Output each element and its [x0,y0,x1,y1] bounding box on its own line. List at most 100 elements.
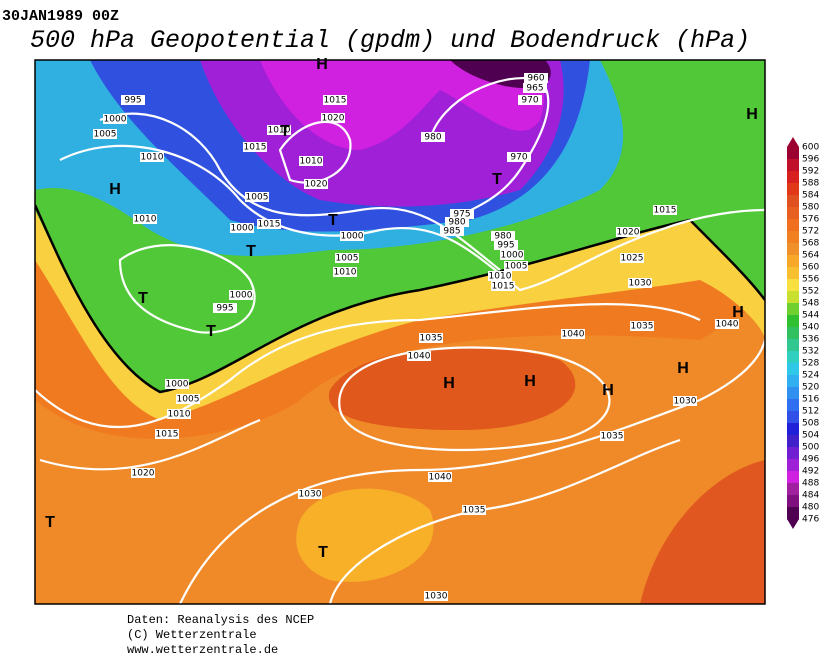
isobar-label-bg [616,227,640,237]
isobar-label-bg [176,394,200,404]
colorbar-label: 540 [802,323,819,333]
colorbar-label: 600 [802,143,819,153]
isobar-label: 1020 [305,180,328,190]
colorbar-label: 508 [802,419,819,429]
isobar [118,244,256,334]
colorbar-label: 480 [802,503,819,513]
isobar-label-bg [450,209,474,219]
isobar-label-bg [419,333,443,343]
colorbar-label: 560 [802,263,819,273]
isobar-label: 1015 [492,282,515,292]
colorbar-box [787,159,799,172]
isobar-label: 1030 [425,592,448,602]
isobar-label: 1040 [429,473,452,483]
isobar-label-bg [421,132,445,142]
isobar-label: 1000 [166,380,189,390]
isobar-label: 1005 [94,130,117,140]
colorbar-box [787,303,799,316]
isobar [39,418,261,471]
pressure-center: H [316,56,328,73]
colorbar-box [787,483,799,496]
isobar-label-bg [93,129,117,139]
pressure-center: T [280,123,290,140]
isobar-label-bg [340,231,364,241]
colorbar-label: 596 [802,155,819,165]
isobar-label-bg [424,591,448,601]
colorbar-box [787,267,799,280]
isobar-label-bg [121,95,145,105]
credit-line: (C) Wetterzentrale [127,628,257,642]
isobar-label-bg [407,351,431,361]
pressure-center: H [602,382,614,399]
colorbar-label: 492 [802,467,819,477]
colorbar-label: 512 [802,407,819,417]
isobar-label-bg [494,240,518,250]
contour-552 [35,204,765,394]
colorbar-label: 572 [802,227,819,237]
isobar-label: 1035 [601,432,624,442]
isobar-label-bg [600,431,624,441]
pressure-center: T [492,171,502,188]
pressure-center: T [246,243,256,260]
isobar-label-bg [491,231,515,241]
isobar-label-bg [245,192,269,202]
isobar-label: 1005 [246,193,269,203]
colorbar-label: 536 [802,335,819,345]
isobar-label-bg [504,261,528,271]
colorbar-label: 516 [802,395,819,405]
isobar-label-bg [243,142,267,152]
isobar-label-bg [304,179,328,189]
isobar-label: 1000 [501,251,524,261]
isobar-label: 1030 [674,397,697,407]
colorbar-label: 476 [802,515,819,525]
colorbar-box [787,279,799,292]
colorbar-label: 568 [802,239,819,249]
isobar-label-bg [518,95,542,105]
isobar-label-bg [428,472,452,482]
isobar-label-bg [462,505,486,515]
isobar-label: 970 [510,153,527,163]
isobar-label: 1035 [631,322,654,332]
pressure-center: H [524,373,536,390]
colorbar-box [787,459,799,472]
isobar-label: 1025 [621,254,644,264]
isobar-label: 1040 [562,330,585,340]
isobar-label-bg [715,319,739,329]
colorbar-box [787,447,799,460]
isobar-label: 1015 [258,220,281,230]
isobar-label: 1020 [132,469,155,479]
isobar-label-bg [131,468,155,478]
colorbar-box [787,315,799,328]
isobar-label: 1010 [300,157,323,167]
isobar-label-bg [507,152,531,162]
isobar-label-bg [213,303,237,313]
colorbar-label: 592 [802,167,819,177]
isobar-label: 1000 [104,115,127,125]
colorbar-label: 496 [802,455,819,465]
isobar-label: 970 [521,96,538,106]
isobar-label-bg [165,379,189,389]
pressure-center: T [206,323,216,340]
isobar-label: 1015 [654,206,677,216]
colorbar-box [787,435,799,448]
colorbar-box [787,399,799,412]
isobar-label: 985 [443,227,460,237]
isobar-label: 1040 [408,352,431,362]
colorbar-label: 584 [802,191,819,201]
colorbar-label: 588 [802,179,819,189]
isobar-label-bg [488,271,512,281]
colorbar-label: 552 [802,287,819,297]
colorbar-box [787,507,799,520]
colorbar-box [787,219,799,232]
isobar-label: 1035 [420,334,443,344]
pressure-center: T [138,290,148,307]
isobar-label: 1020 [617,228,640,238]
isobar-label-bg [333,267,357,277]
pressure-center: H [732,304,744,321]
isobar [35,303,701,429]
map-frame [34,59,766,605]
isobar [59,144,765,292]
isobar-label: 1035 [463,506,486,516]
isobar-label: 995 [124,96,141,106]
colorbar-box [787,387,799,400]
